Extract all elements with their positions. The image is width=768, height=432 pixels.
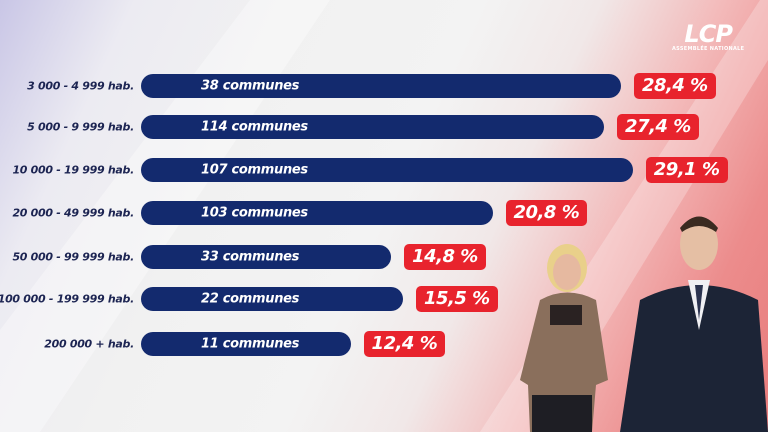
value-label: 29,1 % — [645, 157, 728, 183]
lcp-logo: LCP ASSEMBLÉE NATIONALE — [672, 20, 745, 52]
bar: 103 communes — [141, 201, 493, 225]
value-label: 14,8 % — [404, 244, 486, 270]
value-label: 15,5 % — [415, 286, 498, 312]
bar: 11 communes — [141, 332, 351, 356]
value-label: 28,4 % — [633, 73, 716, 99]
category-label: 3 000 - 4 999 hab. — [27, 79, 134, 93]
man-figure — [620, 216, 768, 432]
category-label: 50 000 - 99 999 hab. — [12, 250, 134, 264]
bar: 22 communes — [141, 287, 403, 311]
value-label: 12,4 % — [363, 331, 446, 357]
bar: 114 communes — [141, 115, 605, 139]
bar: 107 communes — [141, 158, 633, 182]
bar-label: 33 communes — [201, 249, 300, 265]
value-label: 20,8 % — [505, 200, 588, 226]
bar: 33 communes — [141, 245, 392, 269]
bar-label: 107 communes — [201, 162, 308, 178]
bar-label: 38 communes — [201, 78, 300, 94]
category-label: 20 000 - 49 999 hab. — [12, 206, 134, 220]
bar: 38 communes — [141, 74, 621, 98]
category-label: 5 000 - 9 999 hab. — [27, 120, 134, 134]
category-label: 10 000 - 19 999 hab. — [12, 163, 134, 177]
bar-label: 22 communes — [201, 291, 300, 307]
category-label: 100 000 - 199 999 hab. — [0, 292, 134, 306]
category-label: 200 000 + hab. — [44, 337, 134, 351]
bar-label: 103 communes — [201, 205, 308, 221]
bar-label: 114 communes — [201, 119, 308, 135]
bar-label: 11 communes — [201, 336, 300, 352]
value-label: 27,4 % — [617, 114, 699, 140]
woman-figure — [520, 244, 608, 432]
